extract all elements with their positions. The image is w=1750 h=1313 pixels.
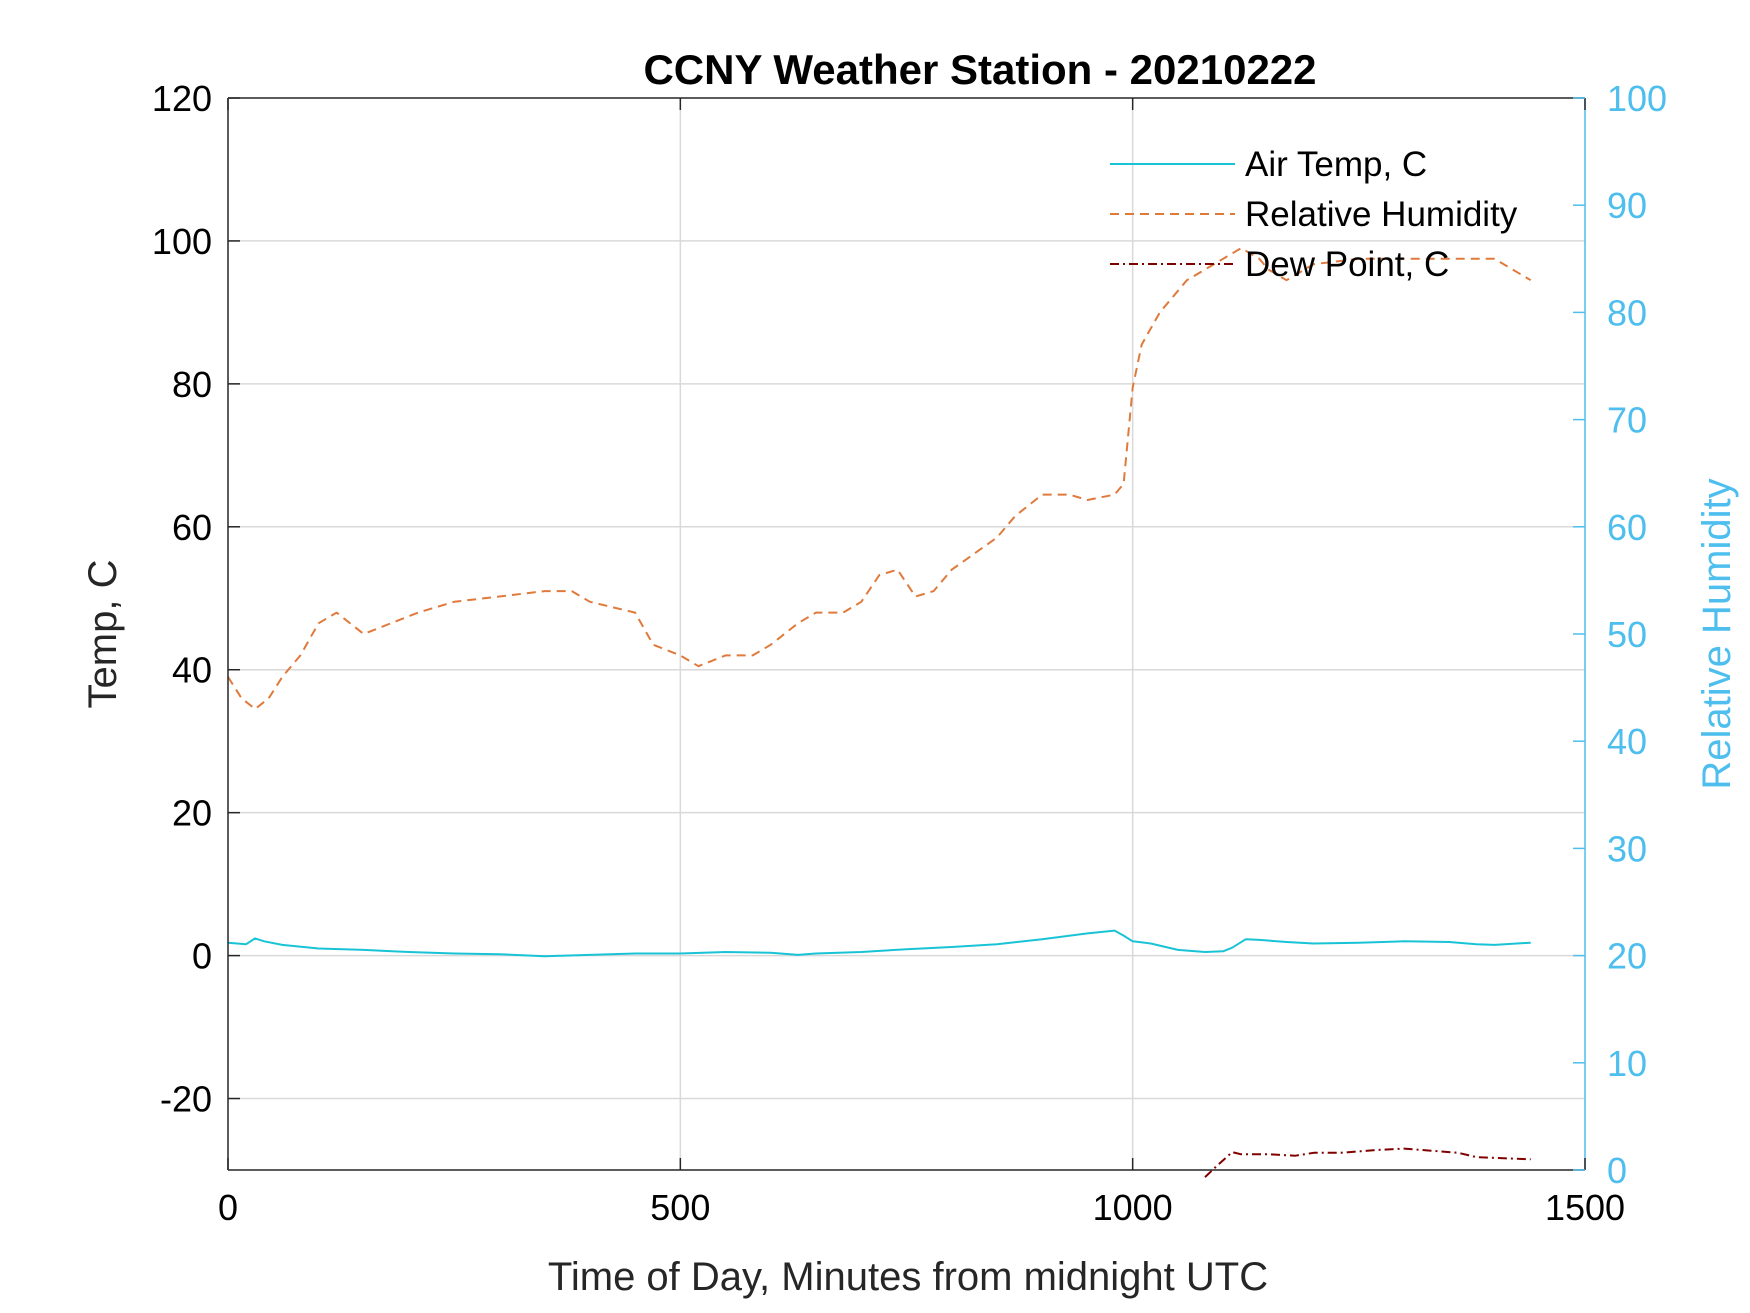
series-line-1 [227,247,1532,710]
x-tick-label-0: 0 [218,1187,238,1228]
y-right-tick-label-4: 40 [1607,721,1647,762]
y-right-tick-label-9: 90 [1607,185,1647,226]
legend: Air Temp, C Relative Humidity Dew Point,… [1110,145,1518,284]
y-left-tick-label-7: 120 [152,78,212,119]
y-right-tick-label-10: 100 [1607,78,1667,119]
y-axis-left-label: Temp, C [81,560,125,709]
chart-title: CCNY Weather Station - 20210222 [643,46,1316,93]
y-right-tick-label-7: 70 [1607,400,1647,441]
x-tick-label-2: 1000 [1093,1187,1173,1228]
y-right-tick-label-2: 20 [1607,936,1647,977]
y-right-tick-label-1: 10 [1607,1043,1647,1084]
y-left-tick-label-2: 20 [172,793,212,834]
series-line-0 [227,929,1531,958]
y-left-tick-label-6: 100 [152,221,212,262]
legend-label-air-temp: Air Temp, C [1245,145,1427,184]
y-left-tick-label-4: 60 [172,507,212,548]
y-right-tick-label-8: 80 [1607,292,1647,333]
y-left-tick-label-0: -20 [160,1079,212,1120]
y-left-tick-label-1: 0 [192,936,212,977]
y-right-tick-label-5: 50 [1607,614,1647,655]
x-tick-label-3: 1500 [1545,1187,1625,1228]
y-right-tick-label-0: 0 [1607,1150,1627,1191]
series-line-2 [1204,1147,1531,1178]
y-left-tick-label-3: 40 [172,650,212,691]
x-axis-label: Time of Day, Minutes from midnight UTC [548,1255,1268,1299]
legend-label-dew-point: Dew Point, C [1245,245,1449,284]
x-tick-label-1: 500 [650,1187,710,1228]
y-axis-right-label: Relative Humidity [1695,478,1739,789]
grid [228,98,1585,1170]
ticks: 0 500 1000 1500 -20 0 20 40 60 80 100 120 0 10 20 30 40 5… [152,78,1667,1228]
series-layer [227,247,1532,1178]
y-left-tick-label-5: 80 [172,364,212,405]
legend-label-relative-humidity: Relative Humidity [1245,195,1518,234]
y-right-tick-label-6: 60 [1607,507,1647,548]
y-right-tick-label-3: 30 [1607,828,1647,869]
